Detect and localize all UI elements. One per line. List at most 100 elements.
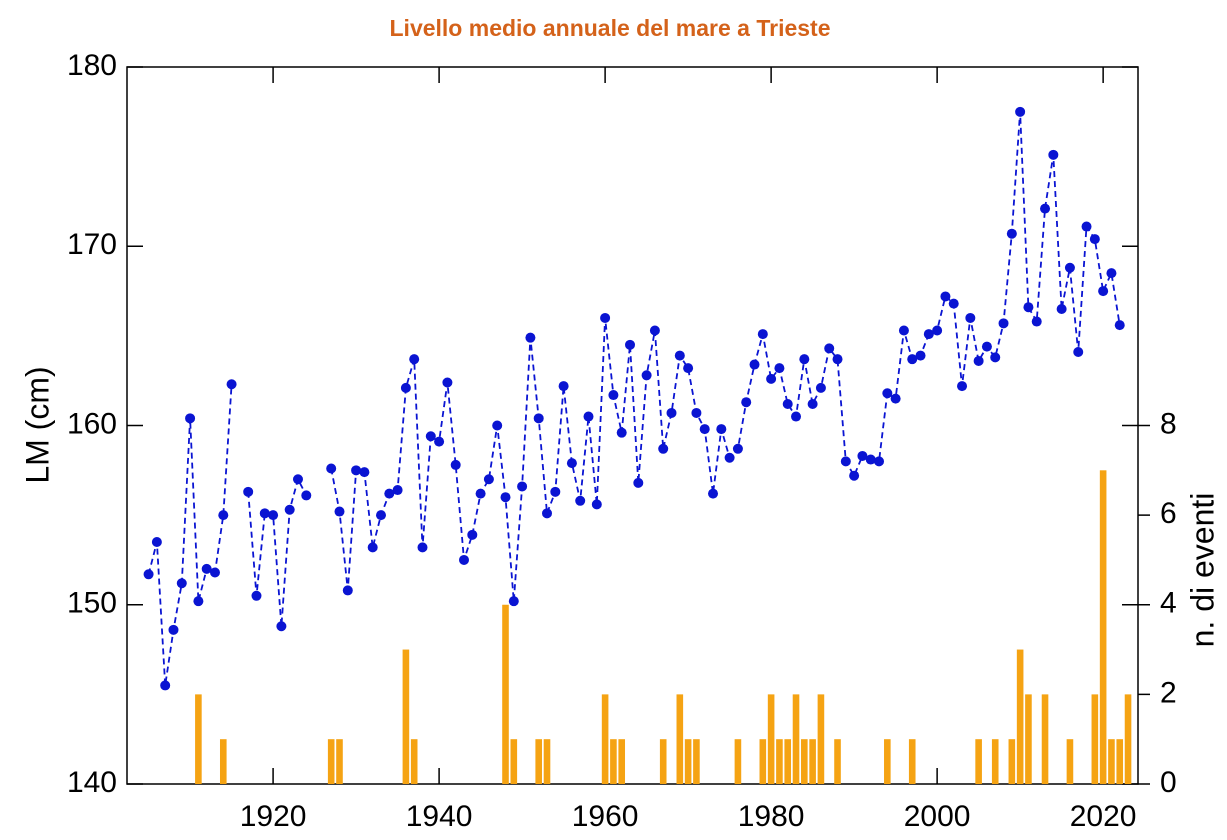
event-bar — [1108, 739, 1115, 784]
event-bar — [809, 739, 816, 784]
sea-level-point — [815, 382, 826, 393]
event-bar — [975, 739, 982, 784]
sea-level-point — [160, 680, 171, 691]
y2-tick-label: 6 — [1160, 497, 1177, 530]
event-bar — [834, 739, 841, 784]
event-bar — [610, 739, 617, 784]
sea-level-point — [500, 492, 511, 503]
sea-level-point — [467, 529, 478, 540]
sea-level-point — [533, 413, 544, 424]
event-bar — [502, 604, 509, 784]
sea-level-point — [342, 585, 353, 596]
y2-tick-label: 0 — [1160, 766, 1177, 799]
sea-level-point — [757, 329, 768, 340]
sea-level-line — [147, 111, 1121, 686]
event-bar — [1116, 739, 1124, 784]
sea-level-point — [840, 456, 851, 467]
sea-level-point — [525, 332, 536, 343]
sea-level-point — [168, 624, 179, 635]
sea-level-point — [326, 463, 337, 474]
event-bar — [1066, 739, 1074, 784]
y-tick-label: 180 — [67, 49, 117, 82]
sea-level-point — [550, 486, 561, 497]
event-bar — [801, 739, 808, 784]
event-bar — [884, 739, 891, 784]
sea-level-point — [940, 291, 951, 302]
sea-level-point — [475, 488, 486, 499]
sea-level-point — [990, 352, 1001, 363]
sea-level-point — [1015, 106, 1026, 117]
sea-level-point — [973, 355, 984, 366]
x-tick-label: 1980 — [738, 800, 805, 833]
sea-level-point — [442, 377, 453, 388]
sea-level-point — [724, 452, 735, 463]
sea-level-point — [1114, 320, 1125, 331]
sea-level-point — [616, 427, 627, 438]
sea-level-point — [292, 474, 303, 485]
event-bar — [327, 739, 335, 784]
sea-level-point — [708, 488, 719, 499]
sea-level-point — [1040, 203, 1051, 214]
sea-level-point — [857, 450, 868, 461]
sea-level-point — [367, 542, 378, 553]
sea-level-point — [1031, 316, 1042, 327]
sea-level-point — [226, 379, 237, 390]
event-bar — [1025, 694, 1032, 784]
event-bar — [219, 739, 227, 784]
event-bar — [676, 694, 684, 784]
x-tick-label: 2000 — [904, 800, 971, 833]
sea-level-point — [450, 459, 461, 470]
sea-level-point — [782, 398, 793, 409]
sea-level-point — [425, 431, 436, 442]
event-bar — [618, 739, 626, 784]
sea-level-point — [400, 382, 411, 393]
x-tick-label: 1920 — [240, 800, 307, 833]
event-bar — [659, 739, 667, 784]
sea-level-point — [201, 563, 212, 574]
sea-level-point — [608, 390, 619, 401]
y2-axis-label: n. di eventi — [1184, 493, 1220, 648]
sea-level-point — [666, 407, 677, 418]
event-bar — [1091, 694, 1099, 784]
sea-level-point — [268, 510, 279, 521]
event-bar — [1041, 694, 1049, 784]
sea-level-point — [218, 510, 229, 521]
sea-level-point — [359, 467, 370, 478]
sea-level-point — [542, 508, 553, 519]
sea-level-point — [434, 436, 445, 447]
plot-frame — [126, 66, 1139, 785]
sea-level-point — [1089, 234, 1100, 245]
sea-level-point — [641, 370, 652, 381]
y2-tick-label: 2 — [1160, 676, 1177, 709]
chart-title: Livello medio annuale del mare a Trieste — [390, 15, 831, 41]
y-tick-label: 140 — [67, 766, 117, 799]
sea-level-point — [898, 325, 909, 336]
sea-level-point — [284, 504, 295, 515]
sea-level-point — [948, 298, 959, 309]
sea-level-point — [998, 318, 1009, 329]
sea-level-point — [251, 590, 262, 601]
sea-level-point — [276, 621, 287, 632]
sea-level-point — [151, 537, 162, 548]
event-bar — [991, 739, 999, 784]
sea-level-point — [243, 486, 254, 497]
sea-level-point — [923, 329, 934, 340]
sea-level-point — [874, 456, 885, 467]
sea-level-point — [1023, 302, 1034, 313]
sea-level-point — [658, 443, 669, 454]
sea-level-point — [459, 554, 469, 565]
sea-level-point — [591, 499, 602, 510]
sea-level-point — [409, 354, 420, 365]
sea-level-point — [915, 350, 926, 361]
sea-level-point — [575, 495, 586, 506]
sea-level-point — [965, 312, 976, 323]
y-tick-label: 150 — [67, 587, 117, 620]
x-tick-label: 1960 — [572, 800, 639, 833]
y2-tick-label: 8 — [1160, 407, 1177, 440]
sea-level-point — [1056, 303, 1067, 314]
sea-level-point — [907, 354, 918, 365]
y2-tick-label: 4 — [1160, 587, 1177, 620]
sea-level-point — [392, 485, 403, 496]
sea-level-point — [517, 481, 528, 492]
sea-level-point — [957, 381, 968, 392]
